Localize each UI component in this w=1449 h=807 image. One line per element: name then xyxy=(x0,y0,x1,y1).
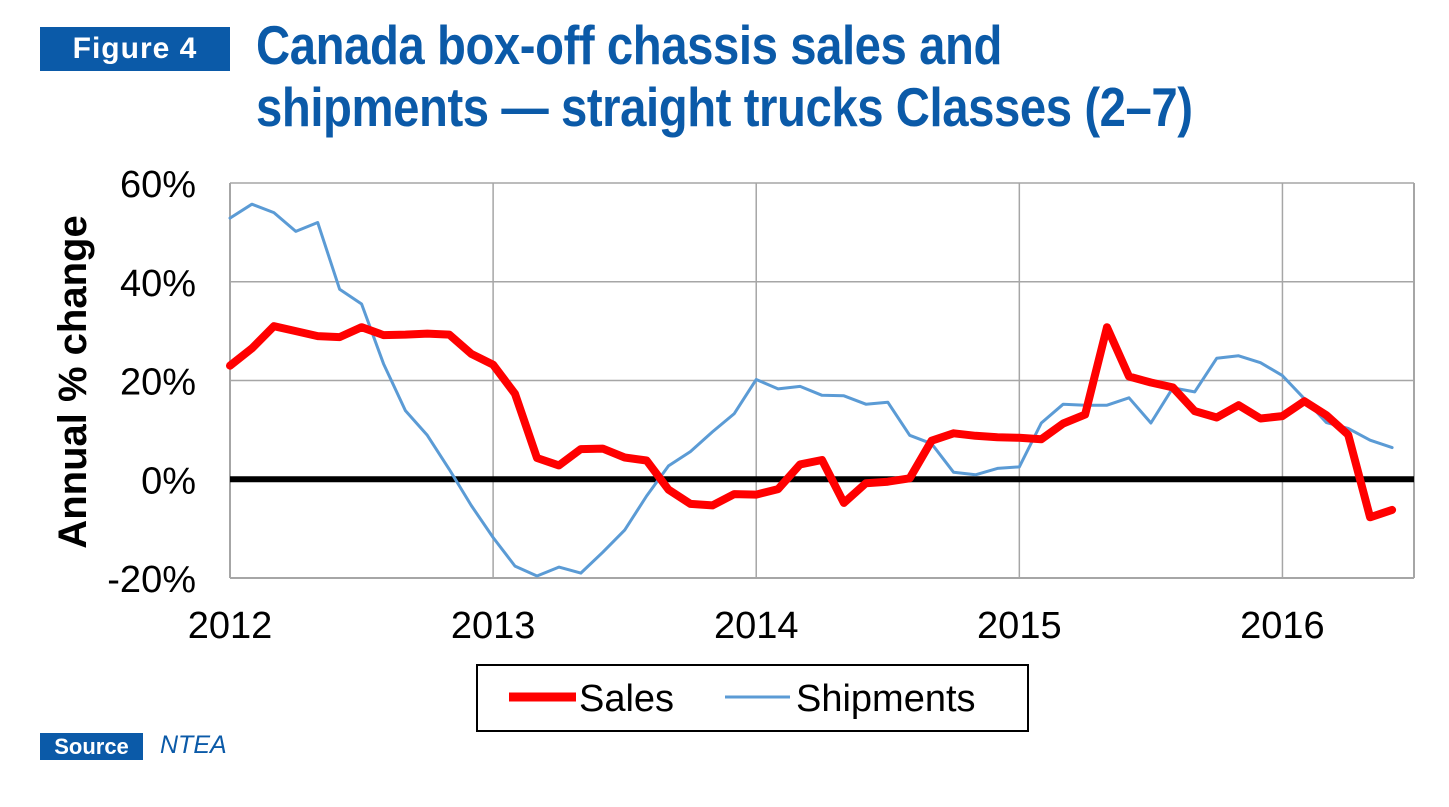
legend: Sales Shipments xyxy=(476,664,1029,732)
y-tick-label: 60% xyxy=(120,164,196,206)
gridlines xyxy=(230,182,1414,578)
x-tick-label: 2016 xyxy=(1240,605,1325,647)
y-axis-label: Annual % change xyxy=(51,215,95,548)
chart-title-line-2: shipments — straight trucks Classes (2–7… xyxy=(256,76,1193,138)
y-tick-label: -20% xyxy=(107,559,196,601)
y-tick-label: 20% xyxy=(120,362,196,404)
source-badge: Source xyxy=(40,733,143,760)
chart-title: Canada box-off chassis sales and shipmen… xyxy=(256,14,1271,138)
y-tick-label: 40% xyxy=(120,263,196,305)
chart-title-line-1: Canada box-off chassis sales and xyxy=(256,14,1002,76)
y-tick-labels: -20% 0% 20% 40% 60% xyxy=(107,164,196,601)
x-tick-label: 2012 xyxy=(188,605,273,647)
source-value: NTEA xyxy=(160,731,227,759)
sales-line xyxy=(226,322,1397,522)
shipments-line xyxy=(228,202,1394,578)
series-group xyxy=(226,202,1397,578)
y-tick-label: 0% xyxy=(141,460,196,502)
x-tick-label: 2015 xyxy=(977,605,1062,647)
x-tick-label: 2013 xyxy=(451,605,536,647)
x-tick-label: 2014 xyxy=(714,605,799,647)
figure-label: Figure 4 xyxy=(40,27,230,71)
legend-sales-label: Sales xyxy=(579,678,674,720)
legend-shipments-label: Shipments xyxy=(796,678,976,720)
x-tick-labels: 2012 2013 2014 2015 2016 xyxy=(188,605,1325,647)
